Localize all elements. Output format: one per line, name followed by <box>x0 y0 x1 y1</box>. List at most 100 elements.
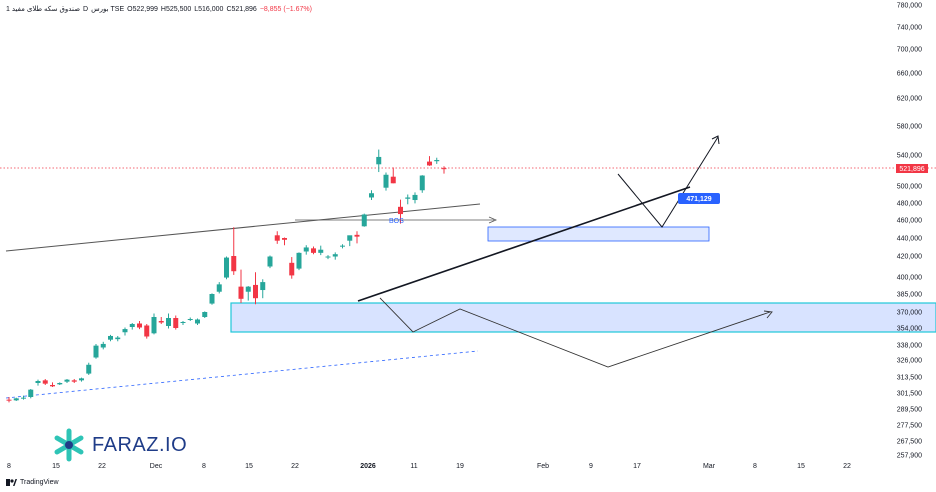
candle <box>260 279 266 299</box>
y-tick-label: 700,000 <box>897 47 922 54</box>
y-tick-label: 370,000 <box>897 310 922 317</box>
target-label-text: 471,129 <box>686 196 711 203</box>
price-axis[interactable]: 780,000 740,000 700,000 660,000 620,000 580,0… <box>896 3 928 460</box>
candle-body <box>398 206 403 215</box>
x-tick-label: 17 <box>633 463 641 470</box>
candle-body <box>86 364 92 374</box>
x-tick-label: 22 <box>843 463 851 470</box>
candle-body <box>376 156 382 165</box>
y-tick-label: 480,000 <box>897 201 922 208</box>
candle-body <box>412 194 418 201</box>
candle-body <box>282 238 287 240</box>
x-tick-label: 22 <box>98 463 106 470</box>
candle-body <box>238 286 244 299</box>
candle-body <box>129 324 135 327</box>
bos-label: BOS <box>389 218 404 225</box>
candle <box>151 313 157 335</box>
y-tick-label: 780,000 <box>897 3 922 10</box>
candle <box>347 235 353 247</box>
support-dashed-line[interactable] <box>5 350 479 399</box>
projection-path-lower[interactable] <box>379 297 771 368</box>
candle <box>419 175 425 193</box>
candle <box>158 317 164 324</box>
tradingview-footer[interactable]: TradingView <box>6 479 59 486</box>
candle <box>173 315 179 330</box>
tradingview-icon <box>6 479 17 486</box>
y-tick-label: 660,000 <box>897 71 922 78</box>
candle <box>332 252 338 260</box>
candle-body <box>202 312 208 317</box>
candle-body <box>21 397 26 399</box>
candle-body <box>151 317 157 334</box>
candle-body <box>166 318 171 326</box>
candle <box>412 192 418 204</box>
symbol-low: L516,000 <box>194 5 224 13</box>
target-label-box <box>678 193 720 204</box>
x-tick-label: Dec <box>150 463 163 470</box>
projection-arrowhead-upper <box>711 135 720 145</box>
candle-body <box>50 385 55 387</box>
candle-body <box>427 161 432 166</box>
symbol-interval[interactable]: D <box>83 5 89 13</box>
candle-body <box>303 247 309 252</box>
candle <box>282 237 287 246</box>
candle <box>354 231 360 244</box>
candle <box>441 166 447 174</box>
candle-body <box>332 254 338 257</box>
y-tick-label: 540,000 <box>897 153 922 160</box>
candle <box>245 286 251 301</box>
candle-body <box>187 319 193 320</box>
candles-layer <box>6 149 447 403</box>
candle <box>274 231 280 244</box>
x-tick-label: 8 <box>7 463 11 470</box>
x-tick-label: 19 <box>456 463 464 470</box>
symbol-open: O522,999 <box>127 5 158 13</box>
symbol-change: −8,855 (−1.67%) <box>259 5 312 13</box>
x-tick-label: Mar <box>703 463 716 470</box>
candle <box>108 334 113 342</box>
candle <box>224 256 229 280</box>
candle <box>398 199 403 224</box>
symbol-header: صندوق سکه طلای مفید 1 D بورس TSE O522,99… <box>6 5 312 14</box>
ascending-trendline[interactable] <box>357 186 691 302</box>
x-tick-label: 9 <box>589 463 593 470</box>
y-tick-label: 277,500 <box>897 423 922 430</box>
y-tick-label: 500,000 <box>897 184 922 191</box>
candle-body <box>419 175 425 191</box>
candle-body <box>108 335 113 340</box>
candle-body <box>340 245 345 247</box>
candle <box>122 327 128 336</box>
time-axis[interactable]: 8 15 22 Dec 8 15 22 2026 11 19 Feb 9 17 Mar 8 15 22 <box>7 463 851 470</box>
last-price-text: 521,896 <box>899 166 924 173</box>
candle <box>202 311 208 318</box>
candle <box>405 194 411 205</box>
candle-body <box>267 256 273 267</box>
x-tick-label: 8 <box>202 463 206 470</box>
candle-body <box>115 337 121 340</box>
symbol-name[interactable]: صندوق سکه طلای مفید 1 <box>6 6 81 13</box>
y-tick-label: 385,000 <box>897 292 922 299</box>
projection-arrowhead-lower <box>763 310 773 319</box>
candle-body <box>274 235 280 241</box>
projection-paths <box>379 135 773 368</box>
target-price-label[interactable]: 471,129 <box>678 193 720 204</box>
candle-body <box>434 160 440 162</box>
last-price-badge[interactable]: 521,896 <box>896 164 928 173</box>
chart-labels: BOS 471,129 <box>389 193 720 225</box>
candle <box>238 269 244 303</box>
candle-body <box>253 284 258 299</box>
projection-path-upper[interactable] <box>617 136 719 228</box>
candle-body <box>325 256 331 258</box>
x-tick-label: 2026 <box>360 463 376 470</box>
candle <box>57 382 63 385</box>
y-tick-label: 267,500 <box>897 439 922 446</box>
candle-body <box>245 286 251 292</box>
candle-body <box>35 381 41 383</box>
candle-body <box>158 321 164 323</box>
candle-body <box>28 389 34 397</box>
candle-body <box>347 235 353 241</box>
candle-body <box>289 262 295 276</box>
candle <box>325 255 331 260</box>
candle <box>6 397 12 403</box>
